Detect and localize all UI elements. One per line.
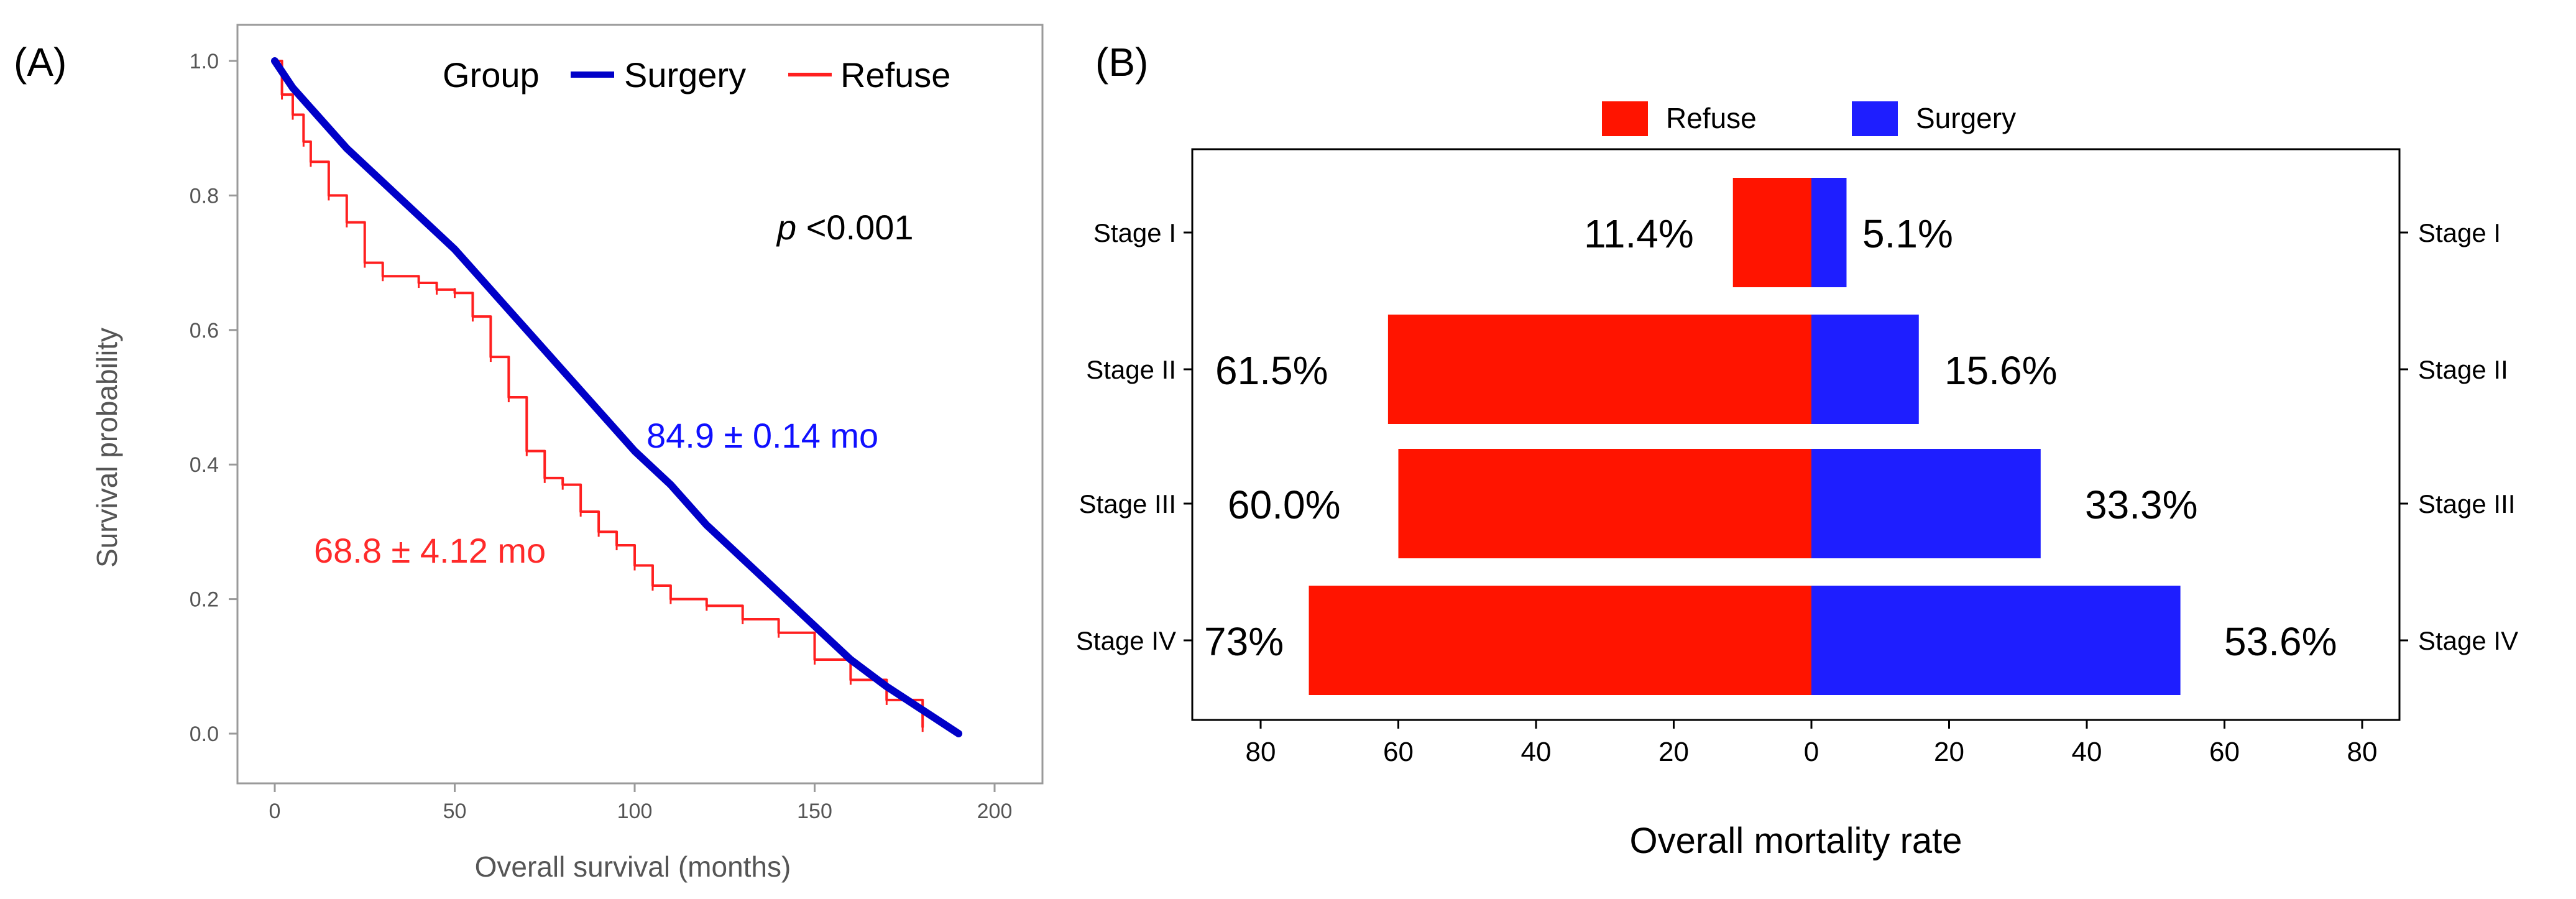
p-value-text: <0.001 — [796, 208, 913, 247]
p-symbol: p — [776, 208, 796, 247]
x-tick-label: 150 — [797, 800, 832, 823]
y-tick-label: 0.6 — [190, 319, 219, 343]
legend-surgery-label: Surgery — [1916, 102, 2016, 134]
refuse-survival-line — [274, 60, 924, 729]
x-tick-label: 40 — [1521, 737, 1552, 767]
bar-label-surgery: 15.6% — [1944, 348, 2057, 393]
x-tick-label: 80 — [1246, 737, 1276, 767]
bar-surgery — [1811, 449, 2041, 558]
panel-b-ticks: 80 60 40 20 0 20 40 60 80 — [1246, 720, 2378, 767]
x-tick-label: 60 — [2209, 737, 2240, 767]
bar-label-refuse: 11.4% — [1584, 211, 1694, 256]
x-tick-label: 20 — [1658, 737, 1689, 767]
category-label-left: Stage III — [1079, 489, 1176, 519]
x-tick-label: 100 — [617, 800, 653, 823]
category-label-right: Stage II — [2418, 355, 2508, 384]
bar-surgery — [1811, 178, 1847, 287]
legend-refuse-label: Refuse — [840, 55, 950, 95]
x-tick-label: 200 — [977, 800, 1013, 823]
x-tick-label: 40 — [2072, 737, 2102, 767]
bar-surgery — [1811, 586, 2181, 695]
panel-a-xlabel: Overall survival (months) — [475, 851, 791, 883]
legend-surgery-swatch — [1852, 101, 1898, 136]
y-tick-label: 0.0 — [190, 722, 219, 746]
p-value-annotation: p <0.001 — [776, 208, 914, 247]
category-label-right: Stage I — [2418, 218, 2501, 247]
panel-a-series-lines — [271, 57, 963, 737]
bar-refuse — [1387, 315, 1811, 424]
panel-a-survival-chart: (A) 0 50 100 150 200 0.0 0.2 0.4 0.6 0.8 1.0 Overa… — [14, 24, 1044, 883]
bar-label-surgery: 53.6% — [2224, 619, 2337, 664]
y-tick-label: 0.2 — [190, 588, 219, 612]
panel-a-ticks: 0 50 100 150 200 0.0 0.2 0.4 0.6 0.8 1.0 — [190, 50, 1013, 823]
panel-b-plot-frame — [1191, 148, 2401, 721]
legend-refuse-swatch — [1602, 101, 1648, 136]
surgery-survival-line — [271, 57, 963, 737]
x-tick-label: 20 — [1934, 737, 1964, 767]
legend-refuse-label: Refuse — [1666, 102, 1757, 134]
panel-a-legend: Group Surgery Refuse — [443, 55, 950, 95]
surgery-median-label: 84.9 ± 0.14 mo — [646, 416, 878, 455]
bar-label-surgery: 5.1% — [1862, 211, 1953, 256]
category-label-left: Stage I — [1093, 218, 1176, 247]
bar-label-surgery: 33.3% — [2085, 482, 2197, 527]
category-label-left: Stage II — [1086, 355, 1176, 384]
category-label-right: Stage III — [2418, 489, 2515, 519]
category-label-left: Stage IV — [1076, 626, 1176, 655]
y-tick-label: 1.0 — [190, 50, 219, 73]
x-tick-label: 0 — [1804, 737, 1819, 767]
panel-b-legend: Refuse Surgery — [1602, 101, 2016, 136]
bar-surgery — [1811, 315, 1919, 424]
y-tick-label: 0.8 — [190, 184, 219, 208]
panel-a-ylabel: Survival probability — [91, 328, 123, 568]
panel-a-plot-frame — [236, 24, 1044, 785]
refuse-median-label: 68.8 ± 4.12 mo — [314, 531, 546, 570]
panel-b-label: (B) — [1095, 40, 1148, 85]
x-tick-label: 80 — [2347, 737, 2378, 767]
bar-refuse — [1732, 178, 1811, 287]
x-tick-label: 50 — [443, 800, 467, 823]
panel-b-mortality-chart: (B) Refuse Surgery 11.4% 5.1% Stage I Stage… — [1076, 40, 2518, 861]
bar-refuse — [1309, 586, 1811, 695]
x-tick-label: 0 — [269, 800, 281, 823]
legend-surgery-label: Surgery — [624, 55, 746, 95]
bar-label-refuse: 73% — [1204, 619, 1284, 664]
category-label-right: Stage IV — [2418, 626, 2518, 655]
y-tick-label: 0.4 — [190, 453, 219, 477]
bar-label-refuse: 61.5% — [1215, 348, 1328, 393]
panel-b-xlabel: Overall mortality rate — [1629, 821, 1962, 861]
bar-label-refuse: 60.0% — [1228, 482, 1340, 527]
bar-refuse — [1398, 449, 1811, 558]
panel-b-bars: 11.4% 5.1% Stage I Stage I 61.5% 15.6% Stage I… — [1076, 178, 2518, 695]
legend-title: Group — [443, 55, 540, 95]
panel-a-label: (A) — [14, 40, 67, 85]
x-tick-label: 60 — [1383, 737, 1414, 767]
